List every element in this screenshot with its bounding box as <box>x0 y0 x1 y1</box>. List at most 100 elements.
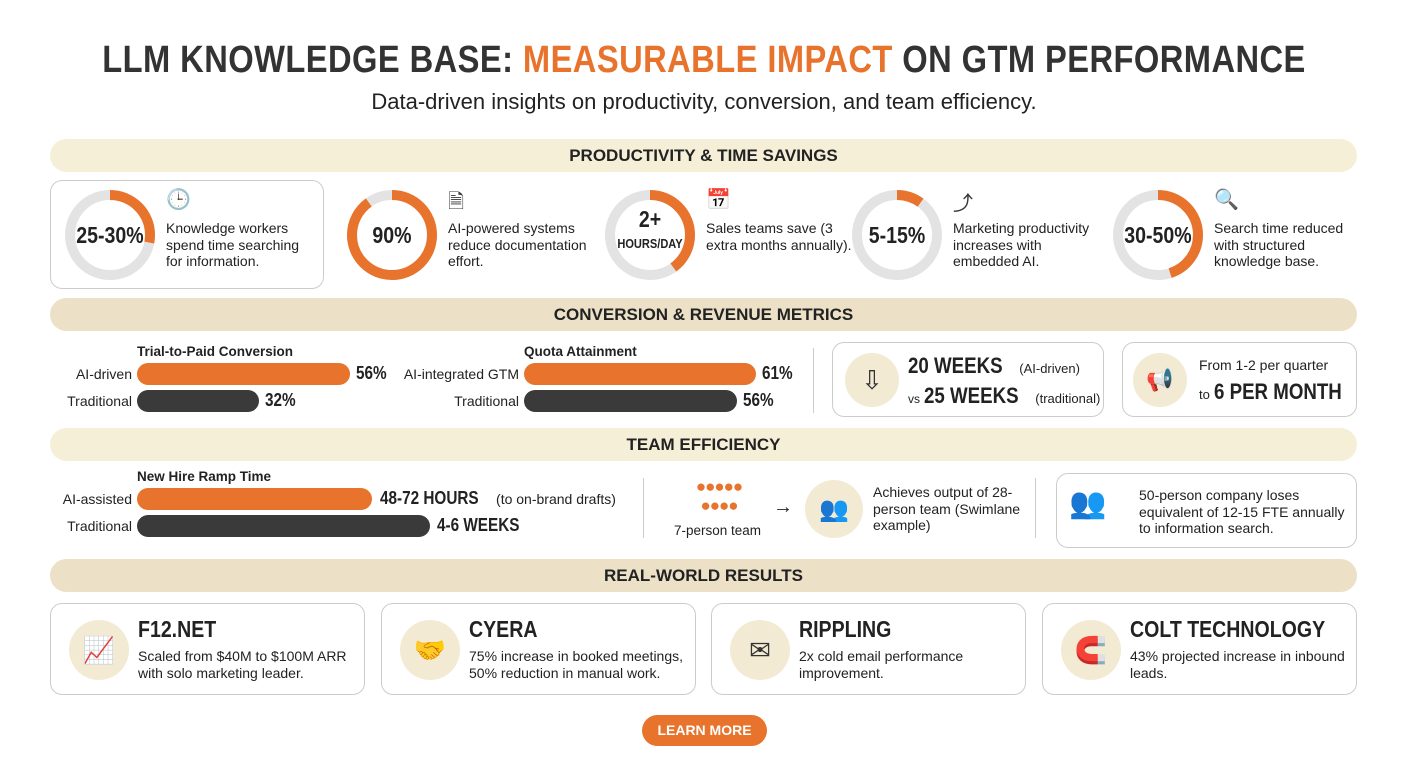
stat-description: Marketing productivity increases with em… <box>953 220 1090 269</box>
envelope-icon: ✉ <box>730 620 790 680</box>
magnifier-icon: 🔍 <box>1214 189 1239 211</box>
calendar-icon: 📅 <box>706 189 731 211</box>
ring-fill <box>852 190 942 280</box>
result-card: 🧲 COLT TECHNOLOGY 43% projected increase… <box>1042 603 1357 695</box>
company-name: F12.NET <box>138 616 217 642</box>
ring-fill <box>605 190 695 280</box>
document-icon: 🗎 <box>448 191 465 213</box>
ring-value: 30-50% <box>1124 222 1192 248</box>
result-description: 75% increase in booked meetings, 50% red… <box>469 648 684 681</box>
trial-chart-title: Trial-to-Paid Conversion <box>137 344 294 359</box>
progress-ring <box>1113 190 1203 280</box>
cycle-ai-value: 20 WEEKS <box>908 353 1003 378</box>
content-to: to 6 PER MONTH <box>1199 379 1364 408</box>
divider <box>1035 478 1036 538</box>
content-output-card: 📢 From 1-2 per quarter to 6 PER MONTH <box>1122 342 1357 417</box>
ring-value: 2+ <box>638 206 662 232</box>
result-card: ✉ RIPPLING 2x cold email performance imp… <box>711 603 1026 695</box>
magnet-icon: 🧲 <box>1061 620 1121 680</box>
divider <box>813 348 814 413</box>
page-subtitle: Data-driven insights on productivity, co… <box>371 89 1037 114</box>
stat-description: Knowledge workers spend time searching f… <box>166 220 300 269</box>
cycle-traditional: vs 25 WEEKS (traditional) <box>908 383 1100 412</box>
bar-label: Traditional <box>454 393 519 409</box>
progress-ring <box>605 190 695 280</box>
progress-ring <box>347 190 437 280</box>
divider <box>643 478 644 538</box>
ring-fill <box>1113 190 1203 280</box>
ramp-value-ai: 48-72 HOURS (to on-brand drafts) <box>380 488 616 509</box>
cycle-ai-note: (AI-driven) <box>1019 361 1080 376</box>
ring-sub-value: HOURS/DAY <box>617 236 683 251</box>
small-team-label: 7-person team <box>674 523 762 538</box>
stat-description: Sales teams save (3 extra months annuall… <box>706 220 852 253</box>
quota-chart-title: Quota Attainment <box>524 344 637 359</box>
cycle-ai: 20 WEEKS (AI-driven) <box>908 353 1080 382</box>
section-productivity-heading: PRODUCTIVITY & TIME SAVINGS <box>50 139 1357 172</box>
cycle-traditional-value: 25 WEEKS <box>924 383 1019 408</box>
bar-value: 32% <box>264 390 296 410</box>
ring-value: 5-15% <box>868 222 926 248</box>
company-name: COLT TECHNOLOGY <box>1130 616 1326 642</box>
title-part: LLM KNOWLEDGE BASE: <box>102 39 523 81</box>
ramp-chart-title: New Hire Ramp Time <box>137 469 272 484</box>
content-from: From 1-2 per quarter <box>1199 357 1329 373</box>
clock-icon: 🕒 <box>166 189 191 211</box>
bar-value: 61% <box>761 363 793 383</box>
ramp-bar-ai <box>137 488 372 510</box>
people-group-icon: ●●●●● ●●●● <box>695 477 743 515</box>
result-card: 🤝 CYERA 75% increase in booked meetings,… <box>381 603 696 695</box>
bar-label: Traditional <box>67 518 132 534</box>
bar-value: 48-72 HOURS <box>380 488 479 508</box>
bar-value: 56% <box>355 363 387 383</box>
result-description: 43% projected increase in inbound leads. <box>1130 648 1345 681</box>
company-name: CYERA <box>469 616 538 642</box>
section-conversion-heading: CONVERSION & REVENUE METRICS <box>50 298 1357 331</box>
content-value: 6 PER MONTH <box>1213 379 1342 404</box>
progress-ring <box>852 190 942 280</box>
ring-value: 25-30% <box>76 222 144 248</box>
page-title: LLM KNOWLEDGE BASE: MEASURABLE IMPACT ON… <box>102 38 1306 82</box>
title-part: ON GTM PERFORMANCE <box>892 39 1306 81</box>
quota-bar-traditional <box>524 390 737 412</box>
stat-description: Search time reduced with structured know… <box>1214 220 1344 269</box>
sales-cycle-card: ⇩ 20 WEEKS (AI-driven) vs 25 WEEKS (traditi… <box>832 342 1104 417</box>
title-accent: MEASURABLE IMPACT <box>522 39 893 81</box>
bar-label: AI-driven <box>75 366 132 382</box>
loss-text: 50-person company loses equivalent of 12… <box>1139 487 1345 536</box>
quota-bar-ai <box>524 363 756 385</box>
bar-label: AI-assisted <box>62 491 132 507</box>
bar-value: 56% <box>742 390 774 410</box>
people-money-icon: 👥 <box>1069 487 1107 520</box>
team-output-icon: 👥 <box>805 480 863 538</box>
section-results-heading: REAL-WORLD RESULTS <box>50 559 1357 592</box>
section-team-heading: TEAM EFFICIENCY <box>50 428 1357 461</box>
ring-value: 90% <box>372 222 412 248</box>
ramp-bar-traditional <box>137 515 430 537</box>
to-label: to <box>1199 387 1210 402</box>
bar-label: Traditional <box>67 393 132 409</box>
ring-fill <box>347 190 437 280</box>
arrow-up-icon: ⤴ <box>953 193 973 215</box>
vs-label: vs <box>908 392 920 406</box>
bar-value: 4-6 WEEKS <box>437 515 520 535</box>
result-description: Scaled from $40M to $100M ARR with solo … <box>138 648 347 681</box>
ring-fill <box>65 190 155 280</box>
trial-bar-traditional <box>137 390 259 412</box>
growth-chart-icon: 📈 <box>69 620 129 680</box>
stat-description: AI-powered systems reduce documentation … <box>448 220 587 269</box>
company-name: RIPPLING <box>799 616 892 642</box>
megaphone-icon: 📢 <box>1133 353 1187 407</box>
arrow-right-icon: → <box>773 496 793 518</box>
progress-ring <box>65 190 155 280</box>
arrow-down-icon: ⇩ <box>845 353 899 407</box>
learn-more-button[interactable]: LEARN MORE <box>642 715 767 746</box>
team-output-text: Achieves output of 28-person team (Swiml… <box>873 484 1021 533</box>
bar-note: (to on-brand drafts) <box>496 491 616 507</box>
bar-label: AI-integrated GTM <box>403 366 519 382</box>
result-description: 2x cold email performance improvement. <box>799 648 964 681</box>
handshake-icon: 🤝 <box>400 620 460 680</box>
info-search-loss-card: 👥 50-person company loses equivalent of … <box>1056 473 1357 548</box>
cycle-traditional-note: (traditional) <box>1035 391 1101 406</box>
trial-bar-ai <box>137 363 350 385</box>
